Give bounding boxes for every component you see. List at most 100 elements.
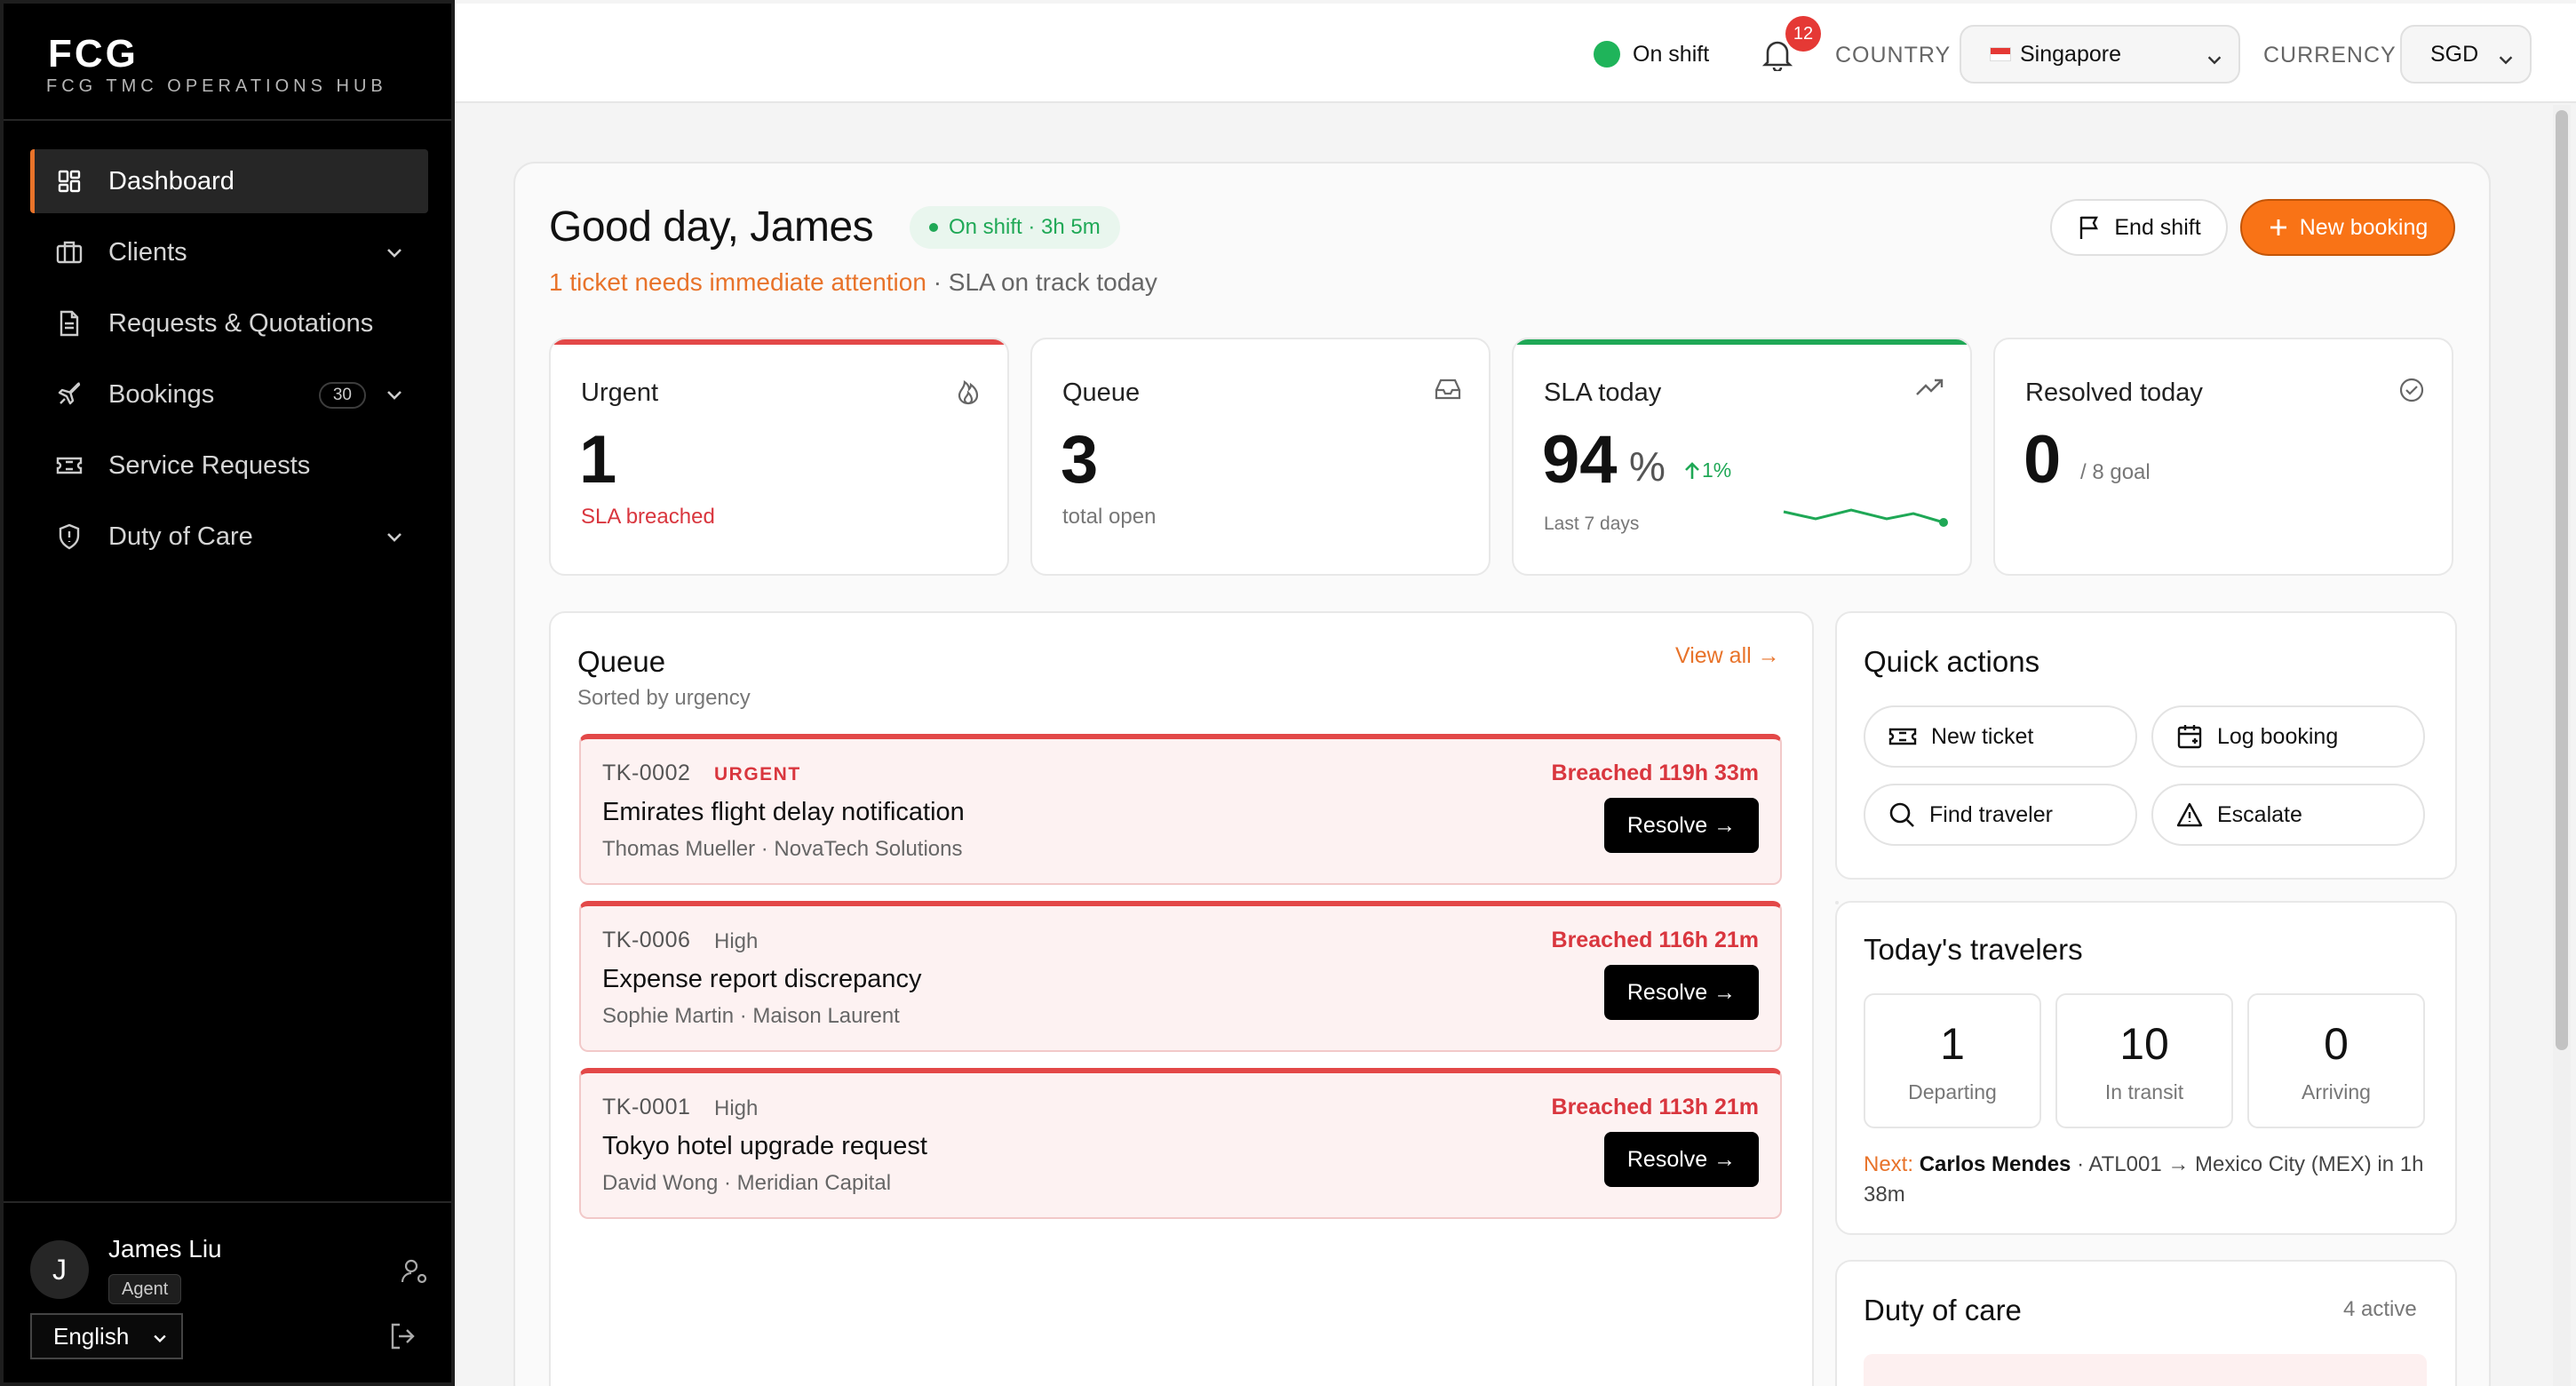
end-shift-button[interactable]: End shift bbox=[2050, 199, 2228, 256]
stat-card-urgent[interactable]: Urgent 1 SLA breached bbox=[549, 338, 1009, 576]
user-role-badge: Agent bbox=[108, 1274, 182, 1304]
resolve-button[interactable]: Resolve → bbox=[1604, 1132, 1759, 1187]
sidebar-item-bookings[interactable]: Bookings 30 bbox=[30, 362, 428, 426]
new-ticket-button[interactable]: New ticket bbox=[1864, 705, 2137, 768]
currency-select[interactable]: SGD bbox=[2400, 25, 2532, 84]
queue-item[interactable]: TK-0001 High Tokyo hotel upgrade request… bbox=[579, 1068, 1782, 1219]
next-traveler[interactable]: Next: Carlos Mendes · ATL001 → Mexico Ci… bbox=[1864, 1150, 2432, 1210]
stat-card-queue[interactable]: Queue 3 total open bbox=[1030, 338, 1491, 576]
end-shift-label: End shift bbox=[2114, 214, 2201, 240]
stat-subtext: SLA breached bbox=[581, 505, 715, 529]
arriving-count: 0 bbox=[2324, 1019, 2349, 1069]
chevron-down-icon[interactable] bbox=[384, 526, 405, 547]
stat-value: 1 bbox=[579, 422, 617, 498]
sidebar-footer-divider bbox=[4, 1201, 451, 1203]
stat-card-resolved[interactable]: Resolved today 0 / 8 goal bbox=[1993, 338, 2453, 576]
log-booking-label: Log booking bbox=[2217, 723, 2339, 749]
resolve-button[interactable]: Resolve → bbox=[1604, 798, 1759, 853]
shift-duration-badge: On shift · 3h 5m bbox=[910, 206, 1120, 249]
stat-value: 0 bbox=[2023, 422, 2062, 498]
sidebar-item-label: Clients bbox=[108, 237, 187, 267]
new-booking-label: New booking bbox=[2299, 214, 2429, 240]
logout-icon[interactable] bbox=[387, 1320, 419, 1352]
stat-card-sla[interactable]: SLA today 94 % 1% Last 7 days bbox=[1512, 338, 1972, 576]
sla-breach-time: Breached 119h 33m bbox=[1551, 761, 1759, 785]
shift-duration-text: On shift · 3h 5m bbox=[949, 215, 1101, 239]
language-value: English bbox=[53, 1323, 130, 1350]
sidebar-item-label: Requests & Quotations bbox=[108, 308, 374, 338]
shift-status-label: On shift bbox=[1633, 41, 1710, 67]
plus-icon bbox=[2270, 219, 2286, 235]
ticket-id: TK-0001 bbox=[602, 1095, 691, 1119]
document-icon bbox=[53, 307, 85, 339]
stat-goal: / 8 goal bbox=[2080, 460, 2151, 484]
shift-status[interactable]: On shift bbox=[1594, 41, 1709, 68]
sla-sparkline bbox=[1783, 508, 1948, 527]
sla-accent-bar bbox=[1514, 339, 1970, 345]
brand-subtitle: FCG TMC OPERATIONS HUB bbox=[46, 76, 387, 96]
avatar[interactable]: J bbox=[30, 1240, 89, 1299]
arriving-stat[interactable]: 0 Arriving bbox=[2247, 993, 2425, 1128]
arriving-label: Arriving bbox=[2302, 1080, 2371, 1103]
escalate-button[interactable]: Escalate bbox=[2151, 784, 2425, 846]
sidebar-item-dashboard[interactable]: Dashboard bbox=[30, 149, 428, 213]
scrollbar-thumb[interactable] bbox=[2556, 110, 2568, 1050]
ticket-id: TK-0006 bbox=[602, 928, 691, 952]
quick-actions-title: Quick actions bbox=[1864, 645, 2040, 678]
country-label: COUNTRY bbox=[1835, 43, 1952, 68]
new-booking-button[interactable]: New booking bbox=[2240, 199, 2455, 256]
stat-subtext: Last 7 days bbox=[1544, 514, 1640, 534]
queue-item[interactable]: TK-0002 URGENT Emirates flight delay not… bbox=[579, 734, 1782, 885]
stat-unit: % bbox=[1629, 443, 1666, 490]
in-transit-label: In transit bbox=[2104, 1080, 2184, 1103]
scrollbar[interactable] bbox=[2553, 105, 2571, 1386]
urgent-accent-bar bbox=[551, 339, 1007, 345]
attention-link[interactable]: 1 ticket needs immediate attention bbox=[549, 268, 926, 296]
sidebar-item-requests[interactable]: Requests & Quotations bbox=[30, 291, 428, 355]
sidebar-item-label: Bookings bbox=[108, 379, 215, 409]
find-traveler-button[interactable]: Find traveler bbox=[1864, 784, 2137, 846]
dashboard-grid-icon bbox=[53, 165, 85, 197]
country-select[interactable]: Singapore bbox=[1960, 25, 2240, 84]
language-select[interactable]: English bbox=[30, 1313, 183, 1359]
in-transit-stat[interactable]: 10 In transit bbox=[2055, 993, 2233, 1128]
ticket-meta: David Wong · Meridian Capital bbox=[602, 1171, 892, 1195]
sidebar-item-clients[interactable]: Clients bbox=[30, 220, 428, 284]
resolve-button[interactable]: Resolve → bbox=[1604, 965, 1759, 1020]
new-ticket-label: New ticket bbox=[1931, 723, 2034, 749]
ticket-title: Tokyo hotel upgrade request bbox=[602, 1132, 927, 1160]
duty-of-care-item[interactable] bbox=[1864, 1354, 2427, 1386]
chevron-down-icon[interactable] bbox=[384, 384, 405, 405]
sidebar: FCG FCG TMC OPERATIONS HUB Dashboard Cli… bbox=[0, 0, 455, 1386]
sidebar-divider bbox=[4, 119, 451, 121]
queue-title: Queue bbox=[577, 645, 666, 678]
duty-of-care-title: Duty of care bbox=[1864, 1294, 2022, 1326]
warning-triangle-icon bbox=[2176, 802, 2203, 827]
sidebar-item-duty-of-care[interactable]: Duty of Care bbox=[30, 505, 428, 569]
calendar-icon bbox=[2177, 725, 2202, 749]
chevron-down-icon[interactable] bbox=[384, 242, 405, 263]
sla-summary: · SLA on track today bbox=[926, 268, 1157, 296]
user-name: James Liu bbox=[108, 1235, 222, 1263]
bell-icon[interactable] bbox=[1762, 39, 1793, 71]
stat-subtext: total open bbox=[1062, 505, 1157, 529]
currency-label: CURRENCY bbox=[2263, 43, 2397, 68]
ticket-icon bbox=[53, 450, 85, 482]
log-booking-button[interactable]: Log booking bbox=[2151, 705, 2425, 768]
country-value: Singapore bbox=[2020, 41, 2121, 67]
next-traveler-name: Carlos Mendes bbox=[1919, 1152, 2071, 1176]
stat-title: SLA today bbox=[1544, 378, 1662, 407]
next-label: Next: bbox=[1864, 1152, 1914, 1176]
queue-item[interactable]: TK-0006 High Expense report discrepancy … bbox=[579, 901, 1782, 1052]
ticket-icon bbox=[1888, 728, 1917, 745]
flame-icon bbox=[958, 379, 979, 405]
stat-title: Urgent bbox=[581, 378, 659, 407]
view-all-link[interactable]: View all → bbox=[1675, 643, 1780, 668]
brand-logo[interactable]: FCG bbox=[48, 32, 139, 76]
user-settings-icon[interactable] bbox=[400, 1256, 430, 1286]
arrow-up-icon bbox=[1685, 461, 1699, 479]
attention-summary: 1 ticket needs immediate attention · SLA… bbox=[549, 268, 1157, 297]
ticket-title: Expense report discrepancy bbox=[602, 965, 922, 993]
sidebar-item-service-requests[interactable]: Service Requests bbox=[30, 434, 428, 498]
departing-stat[interactable]: 1 Departing bbox=[1864, 993, 2041, 1128]
